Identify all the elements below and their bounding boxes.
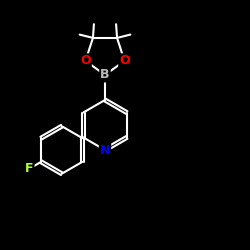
Text: N: N: [100, 144, 110, 156]
Text: O: O: [119, 54, 130, 67]
Text: B: B: [100, 68, 110, 82]
Text: F: F: [25, 162, 34, 175]
Text: O: O: [80, 54, 91, 67]
